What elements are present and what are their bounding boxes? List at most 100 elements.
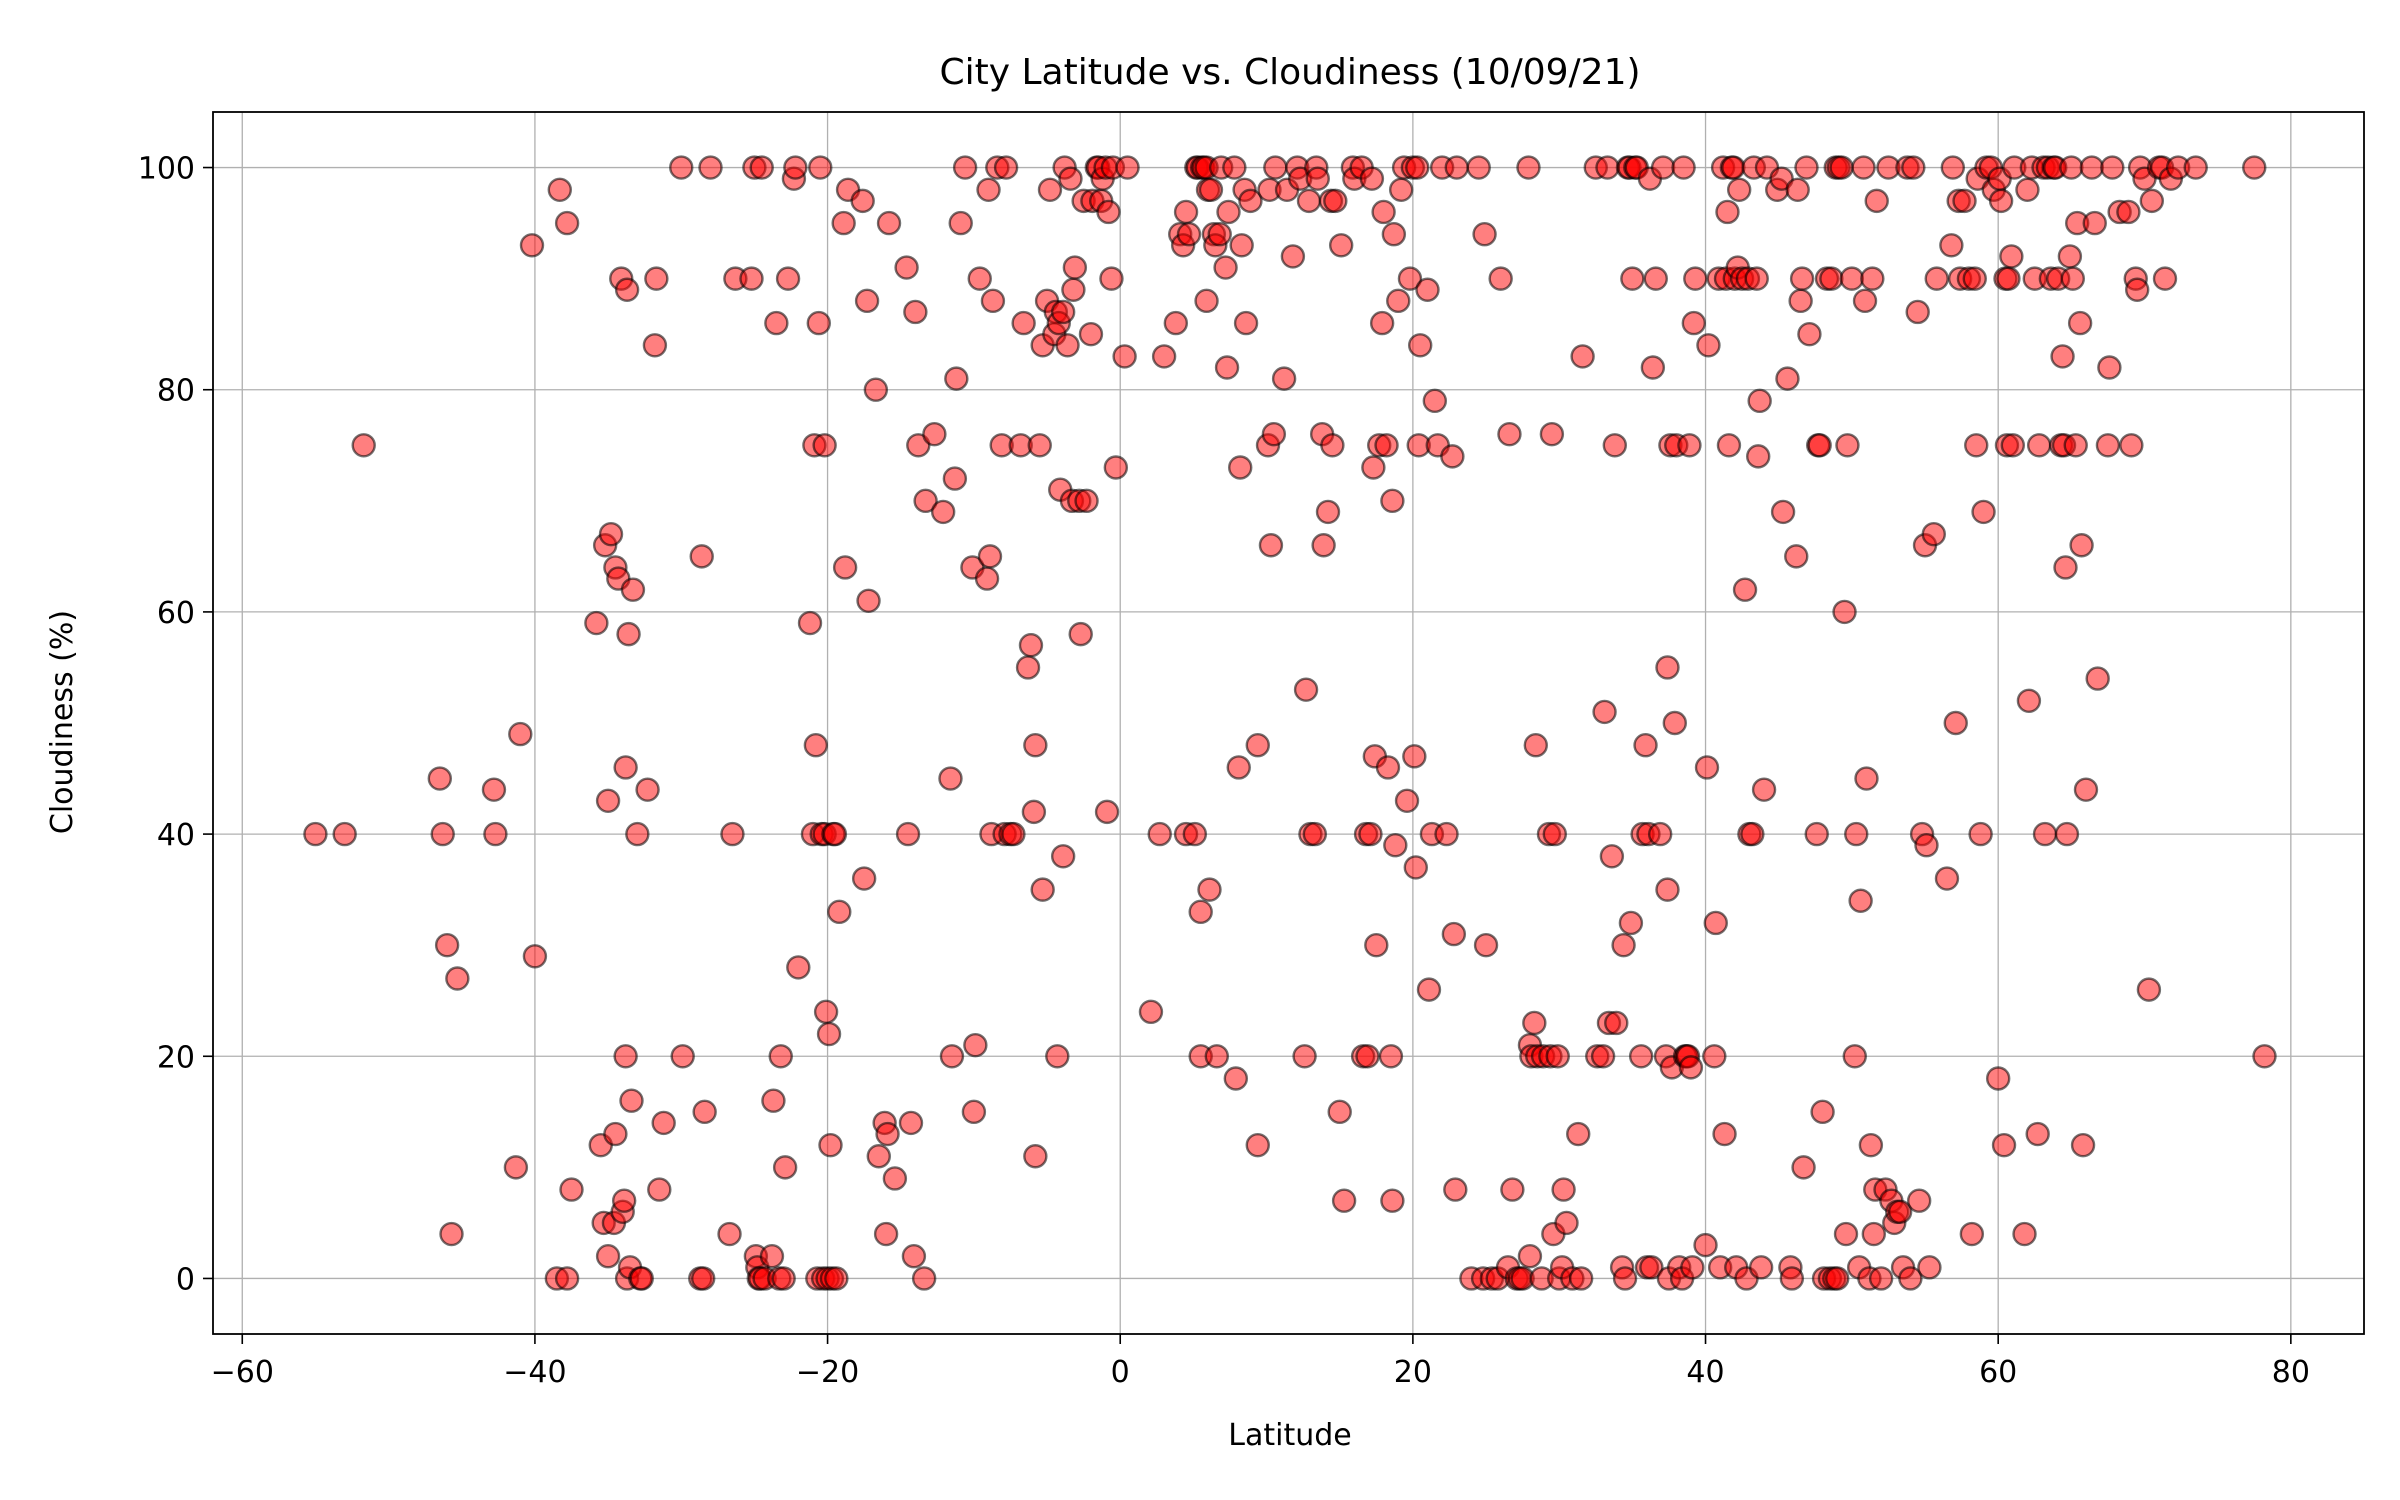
data-point: [816, 1021, 842, 1047]
data-point: [1775, 366, 1800, 391]
data-point: [1825, 1266, 1850, 1291]
plot-area-frame: [212, 111, 2365, 1335]
data-point: [1943, 710, 1968, 736]
data-point: [547, 177, 572, 202]
data-point: [930, 499, 956, 525]
data-point: [430, 821, 455, 847]
x-axis-label: Latitude: [1228, 1418, 1351, 1453]
data-point: [1383, 833, 1408, 858]
data-point: [1924, 266, 1949, 291]
data-point: [1747, 388, 1772, 414]
data-point: [1678, 1055, 1704, 1080]
data-point: [806, 310, 831, 336]
data-point: [942, 466, 968, 491]
data-point: [1595, 155, 1620, 180]
data-point: [1245, 1132, 1270, 1158]
data-point: [850, 188, 875, 214]
data-point: [692, 1099, 717, 1125]
data-point: [1639, 1255, 1664, 1280]
data-point: [1441, 921, 1467, 947]
data-point: [1207, 221, 1232, 247]
data-point: [1466, 155, 1491, 180]
data-point: [903, 299, 928, 325]
data-point: [1568, 1266, 1594, 1291]
data-point: [1151, 344, 1177, 369]
chart-title: City Latitude vs. Cloudiness (10/09/21): [939, 52, 1640, 93]
data-point: [1238, 188, 1263, 214]
data-point: [1497, 421, 1522, 447]
data-point: [1852, 288, 1878, 314]
data-point: [1829, 155, 1854, 180]
data-point: [1999, 244, 2024, 269]
data-point: [2057, 244, 2083, 269]
data-point: [976, 177, 1001, 202]
data-point: [749, 155, 774, 180]
data-point: [961, 1099, 987, 1125]
data-point: [1545, 1044, 1570, 1069]
data-point: [944, 366, 969, 391]
data-point: [1115, 155, 1140, 180]
data-point: [882, 1166, 908, 1191]
data-point: [1216, 199, 1241, 225]
data-point: [2116, 199, 2141, 225]
data-point: [1677, 433, 1702, 458]
data-point: [483, 821, 508, 847]
data-point: [690, 1266, 716, 1291]
data-point: [1985, 1066, 2011, 1091]
data-point: [1023, 1144, 1048, 1169]
data-point: [1434, 821, 1459, 847]
data-point: [1386, 288, 1411, 314]
data-point: [1968, 821, 1993, 847]
data-point: [1715, 199, 1740, 225]
data-point: [1188, 899, 1213, 925]
data-point: [1726, 177, 1752, 202]
data-point: [2067, 310, 2093, 336]
data-point: [911, 1266, 937, 1291]
data-point: [2183, 155, 2208, 180]
data-point: [873, 1221, 899, 1247]
data-point: [1030, 877, 1055, 902]
data-point: [1045, 1044, 1070, 1069]
x-tick-label: −60: [211, 1355, 274, 1390]
data-point: [1868, 1266, 1894, 1291]
data-point: [303, 821, 328, 847]
data-point: [1770, 499, 1796, 525]
data-point: [1590, 1044, 1616, 1069]
data-point: [1671, 155, 1696, 180]
data-point: [1851, 155, 1876, 180]
data-point: [1440, 444, 1465, 469]
data-point: [993, 155, 1019, 180]
data-point: [1662, 710, 1688, 736]
data-point: [503, 1155, 529, 1180]
data-point: [974, 566, 1000, 591]
data-point: [1797, 321, 1822, 347]
data-point: [1835, 433, 1860, 458]
data-point: [620, 577, 646, 602]
data-point: [629, 1266, 654, 1291]
data-point: [1832, 599, 1857, 625]
data-point: [1375, 755, 1401, 780]
data-point: [1094, 799, 1120, 825]
data-point: [1746, 444, 1771, 469]
data-point: [332, 821, 357, 847]
data-point: [1378, 1044, 1404, 1069]
data-point: [508, 721, 533, 747]
data-point: [1696, 333, 1721, 358]
data-point: [2025, 1121, 2050, 1147]
data-point: [1233, 310, 1259, 336]
data-point: [1804, 821, 1829, 847]
data-point: [1848, 888, 1873, 913]
data-point: [1971, 499, 1996, 525]
data-point: [2095, 433, 2121, 458]
data-point: [2063, 433, 2088, 458]
data-point: [1261, 421, 1287, 447]
data-point: [771, 1266, 796, 1291]
data-point: [1620, 266, 1645, 291]
data-point: [427, 766, 453, 791]
data-point: [1964, 433, 1989, 458]
data-point: [1331, 1188, 1357, 1213]
data-point: [1991, 1132, 2017, 1158]
data-point: [1744, 266, 1769, 291]
x-tick-label: 80: [2272, 1355, 2310, 1390]
data-point: [1374, 433, 1399, 458]
